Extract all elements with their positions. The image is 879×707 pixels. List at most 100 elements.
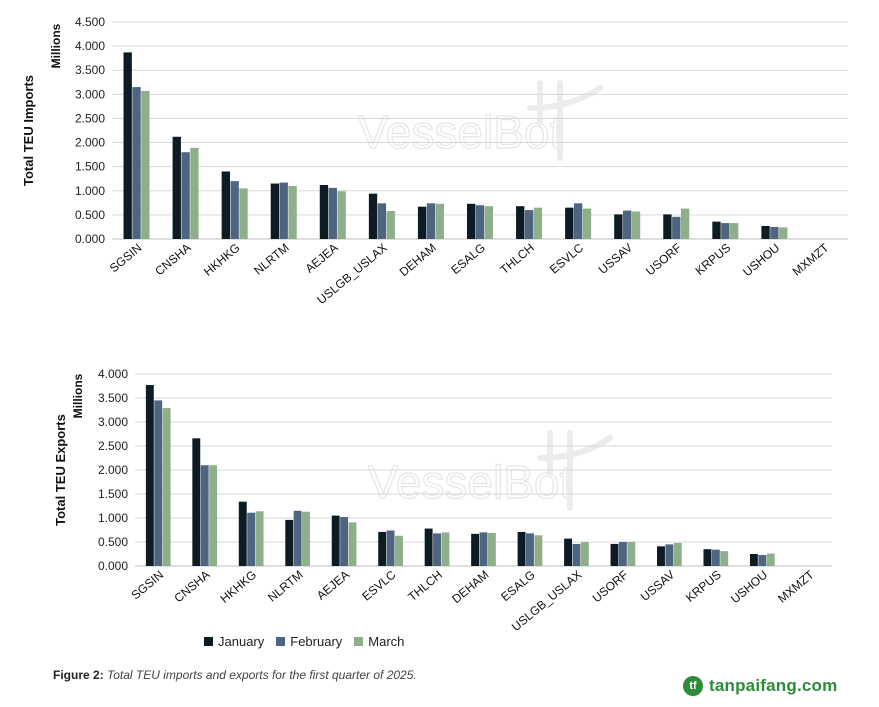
x-tick-label: ESVLC	[359, 567, 398, 603]
bar-march	[533, 207, 543, 239]
bar-january	[516, 206, 525, 239]
bar-january	[319, 184, 329, 239]
bar-march	[302, 511, 310, 566]
legend-item-march: March	[354, 634, 404, 649]
bar-march	[348, 522, 357, 566]
x-tick-label: KRPUS	[683, 568, 724, 605]
x-tick-label: HKHKG	[217, 568, 259, 606]
x-tick-label: DEHAM	[397, 241, 439, 280]
bar-january	[172, 136, 181, 239]
x-tick-label: THLCH	[497, 241, 537, 277]
bar-january	[424, 528, 433, 566]
bar-march	[337, 191, 346, 239]
bar-march	[580, 542, 589, 566]
bar-march	[627, 542, 636, 566]
bar-march	[255, 511, 264, 566]
watermark-top: VesselBot	[357, 80, 603, 161]
leaf-circle-icon: tf	[683, 676, 703, 696]
bar-march	[534, 535, 543, 566]
y-tick-label: 3.500	[75, 63, 105, 77]
x-tick-label: USORF	[590, 568, 631, 606]
y-tick-label: 1.000	[98, 511, 128, 525]
bar-january	[417, 206, 427, 239]
bar-january	[368, 193, 378, 239]
bar-march	[766, 553, 775, 566]
y-tick-label: 2.000	[75, 136, 105, 150]
x-tick-label: SGSIN	[129, 568, 167, 603]
x-tick-label: HKHKG	[201, 241, 243, 279]
bar-february	[758, 554, 767, 566]
bar-february	[711, 549, 720, 566]
bar-february	[230, 181, 239, 239]
bar-february	[200, 465, 209, 566]
bar-february	[721, 223, 730, 239]
bar-january	[610, 543, 619, 566]
x-tick-label: NLRTM	[251, 241, 292, 278]
y-tick-label: 3.000	[98, 415, 128, 429]
y-tick-label: 1.500	[75, 160, 105, 174]
y-tick-label: 2.500	[75, 111, 105, 125]
y-tick-label: 0.000	[98, 559, 128, 573]
bar-february	[618, 542, 627, 566]
x-tick-label: THLCH	[405, 568, 445, 604]
x-tick-label: NLRTM	[265, 568, 306, 605]
bar-march	[680, 208, 690, 239]
legend-item-january: January	[204, 634, 264, 649]
bar-february	[247, 512, 256, 566]
bar-march	[730, 223, 739, 239]
bar-february	[279, 182, 288, 239]
legend-swatch-march	[354, 637, 364, 646]
bar-february	[426, 203, 436, 239]
legend-item-february: February	[276, 634, 342, 649]
y-tick-label: 0.000	[75, 232, 105, 246]
x-tick-label: USSAV	[638, 568, 677, 604]
x-tick-label: CNSHA	[152, 241, 193, 279]
bar-january	[564, 538, 572, 566]
bar-january	[331, 515, 340, 566]
y-tick-label: 2.500	[98, 439, 128, 453]
y-tick-label: 2.000	[98, 463, 128, 477]
bar-march	[673, 542, 682, 566]
watermark-logo-mark	[527, 80, 603, 161]
legend-swatch-february	[276, 637, 286, 646]
bar-february	[526, 533, 534, 566]
legend-label-february: February	[290, 634, 343, 649]
bar-january	[378, 531, 387, 566]
x-tick-label: AEJEA	[303, 241, 341, 276]
x-tick-label: AEJEA	[314, 568, 352, 603]
bar-february	[672, 216, 681, 239]
legend-label-march: March	[368, 634, 405, 649]
watermark-text: VesselBot	[368, 456, 573, 508]
caption-text: Total TEU imports and exports for the fi…	[107, 668, 417, 682]
bar-february	[293, 510, 302, 566]
bar-january	[471, 533, 480, 566]
bar-february	[132, 87, 141, 239]
bar-february	[479, 532, 488, 566]
brand-footer[interactable]: tf tanpaifang.com	[683, 676, 837, 696]
y-tick-label: 0.500	[75, 208, 105, 222]
bar-march	[487, 532, 496, 566]
y-tick-label: 4.000	[98, 367, 128, 381]
bar-january	[703, 549, 712, 566]
bar-march	[209, 465, 218, 566]
y-tick-label: 4.000	[75, 39, 105, 53]
legend-label-january: January	[218, 634, 265, 649]
y-axis-title: Total TEU Exports	[53, 414, 68, 526]
bar-february	[572, 543, 581, 566]
x-tick-label: ESVLC	[547, 240, 586, 276]
bar-january	[657, 546, 665, 566]
bar-february	[181, 152, 190, 239]
y-tick-label: 1.500	[98, 487, 128, 501]
bar-march	[720, 551, 729, 566]
bar-february	[386, 530, 395, 566]
bar-january	[712, 221, 721, 239]
bar-january	[238, 501, 247, 566]
bar-march	[141, 90, 150, 239]
bar-january	[270, 183, 280, 239]
x-tick-label: ESALG	[498, 568, 538, 604]
y-tick-label: 3.000	[75, 87, 105, 101]
imports-chart: 0.000 0.500 1.000 1.500 2.000 2.500 3.000 3.500…	[21, 15, 848, 307]
bar-march	[239, 188, 248, 239]
bar-march	[435, 203, 444, 239]
bar-january	[145, 385, 154, 566]
